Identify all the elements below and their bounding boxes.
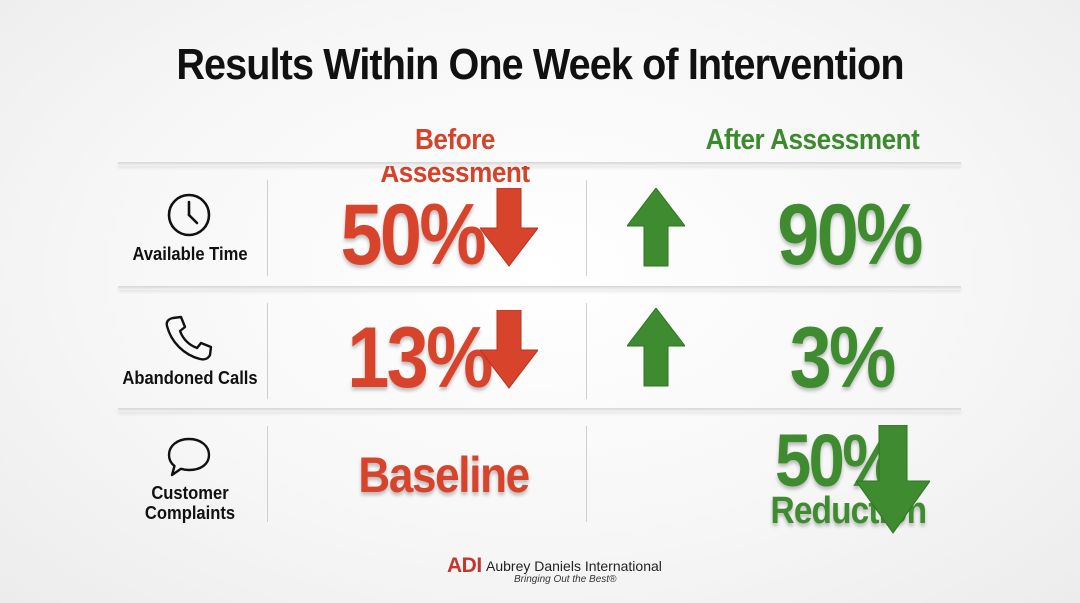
column-divider [586,303,587,399]
company-name: Aubrey Daniels International [486,558,662,574]
row-label-abandoned-calls: Abandoned Calls [122,368,258,388]
speech-bubble-icon [167,437,211,477]
row-divider-top [118,162,961,166]
column-divider [267,180,268,276]
row-label-available-time: Available Time [132,244,248,264]
arrow-up-icon [627,308,685,387]
row-label-line: Complaints [144,503,236,523]
clock-icon [167,193,211,237]
phone-icon [165,315,213,361]
column-divider [267,303,268,399]
column-divider [586,180,587,276]
before-value: 13% [347,310,493,406]
after-value: 3% [789,310,897,406]
before-value: 50% [340,187,486,283]
before-assessment-header: Before Assessment [380,124,530,189]
row-divider-bottom [118,408,961,412]
arrow-down-icon [856,425,930,534]
row-divider-middle [118,286,961,290]
after-value: 90% [777,187,923,283]
row-label-customer-complaints: Customer Complaints [116,483,263,523]
company-logo: ADI [447,554,482,577]
before-value: Baseline [358,447,530,503]
column-divider [586,426,587,522]
column-divider [267,426,268,522]
arrow-up-icon [627,188,685,267]
company-tagline: Bringing Out the Best® [514,574,617,585]
arrow-down-icon [480,310,538,389]
page-title: Results Within One Week of Intervention [176,40,904,89]
row-label-line: Customer [151,483,229,503]
after-assessment-header: After Assessment [705,124,920,156]
arrow-down-icon [480,188,538,267]
